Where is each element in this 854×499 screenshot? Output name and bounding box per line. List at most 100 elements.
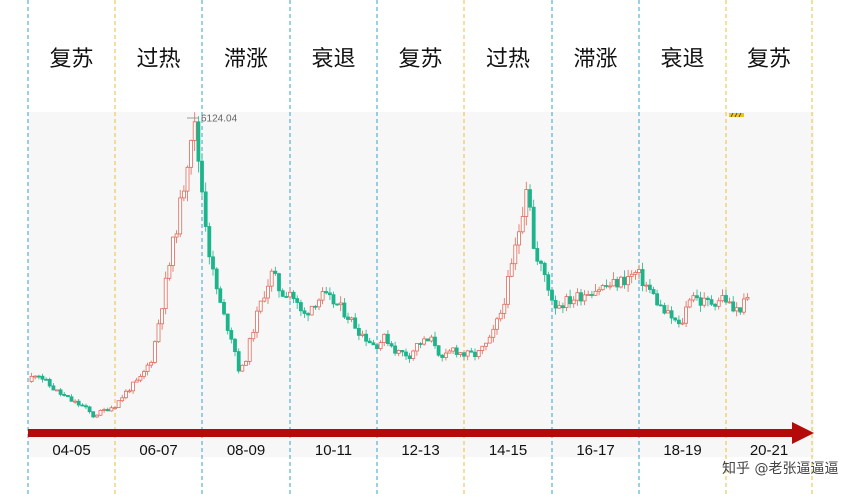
phase-label: 过热 — [136, 47, 180, 72]
candle-down — [203, 191, 208, 227]
candle-up — [124, 390, 128, 399]
candle-up — [178, 197, 183, 235]
phase-divider-lines — [27, 0, 813, 494]
candle-down — [531, 206, 536, 249]
candle-up — [447, 350, 452, 354]
candle-down — [229, 330, 234, 340]
candle-up — [167, 265, 172, 279]
candle-down — [306, 313, 311, 316]
candle-down — [669, 310, 674, 319]
candle-up — [506, 275, 510, 305]
candle-down — [346, 316, 350, 320]
candle-down — [273, 270, 278, 274]
candle-up — [102, 409, 106, 411]
candle-down — [738, 307, 743, 313]
candle-down — [105, 409, 110, 412]
candle-down — [236, 351, 241, 372]
candle-down — [400, 349, 405, 353]
candle-up — [476, 350, 481, 357]
watermark: 知乎 @老张逼逼逼 — [722, 460, 838, 477]
candle-up — [517, 231, 521, 246]
period-labels: 04-05 06-07 08-09 10-11 12-13 14-15 16-17 18-19… — [52, 442, 788, 459]
candle-up — [687, 299, 692, 308]
candle-up — [608, 285, 612, 288]
candle-up — [55, 389, 59, 392]
candle-down — [196, 121, 201, 162]
candle-down — [553, 299, 558, 309]
candle-up — [575, 292, 580, 301]
candle-up — [451, 347, 456, 352]
candle-up — [95, 414, 99, 418]
candle-down — [80, 404, 85, 407]
candle-up — [113, 407, 117, 410]
candle-up — [586, 294, 591, 296]
candle-up — [411, 350, 416, 359]
candle-up — [349, 317, 354, 320]
phase-label: 滞涨 — [224, 47, 268, 72]
candle-up — [684, 306, 688, 324]
candle-down — [40, 375, 45, 380]
candle-down — [214, 268, 219, 290]
candle-up — [520, 216, 525, 233]
peak-value-label: 6124.04 — [201, 114, 238, 125]
chart-panel-background — [28, 112, 814, 457]
candle-down — [604, 285, 609, 287]
phase-label: 滞涨 — [573, 47, 617, 72]
candle-down — [393, 345, 398, 354]
candle-up — [666, 310, 670, 314]
candle-down — [295, 298, 300, 303]
candle-down — [590, 294, 594, 296]
candle-up — [185, 166, 190, 192]
candle-down — [44, 378, 48, 381]
candle-down — [84, 405, 88, 408]
candle-down — [91, 411, 96, 418]
candle-up — [33, 375, 38, 378]
candle-up — [163, 277, 168, 310]
candle-down — [87, 406, 92, 413]
candle-up — [429, 336, 434, 342]
candle-up — [513, 244, 518, 265]
candle-up — [269, 270, 274, 287]
candle-up — [156, 323, 161, 343]
current-marker-bar — [729, 113, 744, 117]
candle-up — [422, 338, 427, 345]
candle-up — [600, 285, 605, 291]
candle-up — [29, 375, 34, 382]
candle-up — [244, 360, 248, 366]
period-label: 08-09 — [227, 442, 265, 459]
candle-up — [637, 269, 641, 273]
candle-down — [542, 262, 547, 275]
candle-down — [364, 333, 369, 342]
candle-down — [313, 305, 318, 308]
candle-down — [535, 248, 540, 262]
candle-down — [579, 292, 583, 302]
peak-annotation: 6124.04 — [187, 114, 238, 125]
candle-down — [407, 355, 412, 359]
candle-up — [116, 400, 121, 409]
candle-up — [742, 298, 746, 313]
candle-down — [673, 317, 678, 321]
candle-up — [458, 352, 463, 355]
candle-down — [331, 294, 336, 305]
candle-down — [280, 290, 285, 297]
candle-down — [389, 343, 394, 347]
candle-down — [69, 396, 74, 402]
time-arrow-shaft — [28, 429, 796, 437]
candle-up — [691, 295, 696, 301]
candle-up — [502, 303, 507, 314]
candle-up — [360, 333, 365, 336]
candle-up — [414, 343, 419, 352]
candlestick-series — [29, 112, 750, 419]
watermark-text: 知乎 @老张逼逼逼 — [722, 460, 838, 477]
candle-up — [171, 236, 175, 266]
candle-up — [142, 371, 146, 377]
candle-up — [487, 336, 492, 344]
candle-down — [385, 333, 390, 344]
phase-label: 复苏 — [747, 47, 791, 72]
phase-labels: 复苏 过热 滞涨 衰退 复苏 过热 滞涨 衰退 复苏 — [49, 47, 791, 72]
candle-up — [557, 305, 562, 309]
candle-up — [138, 375, 143, 381]
candle-up — [564, 296, 569, 309]
candle-up — [491, 328, 496, 338]
